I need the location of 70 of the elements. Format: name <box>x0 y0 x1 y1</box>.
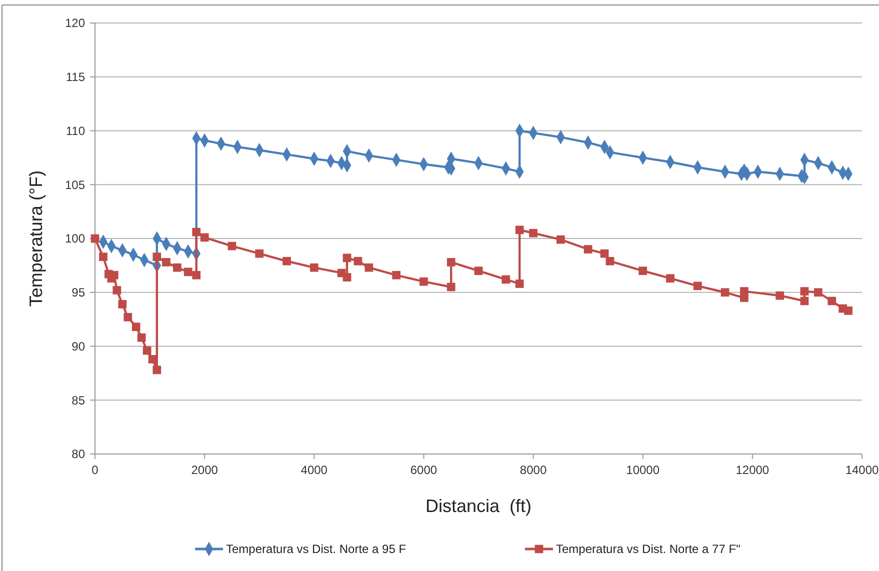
y-tick-label: 110 <box>66 124 86 138</box>
point <box>720 288 730 297</box>
point <box>152 366 162 374</box>
point <box>776 291 784 300</box>
point <box>137 333 146 342</box>
point <box>152 252 162 261</box>
point <box>392 270 401 280</box>
y-axis-title: Temperatura (°F) <box>26 170 46 307</box>
point <box>184 268 192 276</box>
point <box>600 249 609 258</box>
x-tick-label: 12000 <box>736 463 770 477</box>
point <box>693 282 702 290</box>
y-tick-label: 100 <box>64 232 86 246</box>
legend-label: Temperatura vs Dist. Norte a 95 F <box>226 542 406 556</box>
point <box>556 235 565 244</box>
x-tick-label: 8000 <box>520 463 547 477</box>
y-tick-label: 80 <box>72 447 86 462</box>
point <box>342 273 352 282</box>
x-tick-label: 10000 <box>626 463 660 477</box>
point <box>740 287 748 296</box>
point <box>342 254 352 262</box>
point <box>99 252 108 261</box>
legend-label: Temperatura vs Dist. Norte a 77 F" <box>556 542 740 556</box>
point <box>200 233 209 242</box>
point <box>515 280 524 288</box>
point <box>228 242 236 250</box>
point <box>364 263 374 272</box>
point <box>148 354 157 364</box>
point <box>192 228 201 236</box>
point <box>420 277 428 286</box>
point <box>474 266 483 276</box>
point <box>606 256 614 266</box>
point <box>192 270 201 280</box>
point <box>638 266 648 276</box>
point <box>502 275 510 284</box>
point <box>132 322 140 332</box>
point <box>515 226 524 234</box>
point <box>446 258 456 266</box>
y-tick-label: 85 <box>72 393 86 408</box>
point <box>124 312 132 322</box>
point <box>142 346 152 355</box>
point <box>844 306 852 315</box>
point <box>112 286 122 294</box>
point <box>446 282 456 292</box>
x-tick-label: 0 <box>92 463 99 477</box>
x-axis-title: Distancia (ft) <box>425 496 532 516</box>
point <box>172 263 182 272</box>
point <box>800 296 809 306</box>
point <box>118 300 127 308</box>
point <box>828 296 836 306</box>
point <box>162 258 170 266</box>
y-tick-label: 105 <box>64 178 86 192</box>
point <box>800 287 809 296</box>
x-tick-label: 14000 <box>845 463 879 477</box>
point <box>666 274 674 283</box>
point <box>584 245 592 254</box>
point <box>814 288 822 297</box>
y-tick-label: 95 <box>72 286 86 300</box>
point <box>255 249 264 258</box>
x-tick-label: 2000 <box>191 463 218 477</box>
x-tick-label: 4000 <box>300 463 328 477</box>
point <box>529 228 538 238</box>
point <box>354 256 362 266</box>
point <box>310 263 318 272</box>
y-tick-label: 90 <box>72 339 86 354</box>
point <box>282 256 291 266</box>
y-tick-label: 115 <box>66 70 86 84</box>
y-tick-label: 120 <box>64 16 86 30</box>
x-tick-label: 6000 <box>410 463 438 477</box>
point <box>90 234 100 243</box>
